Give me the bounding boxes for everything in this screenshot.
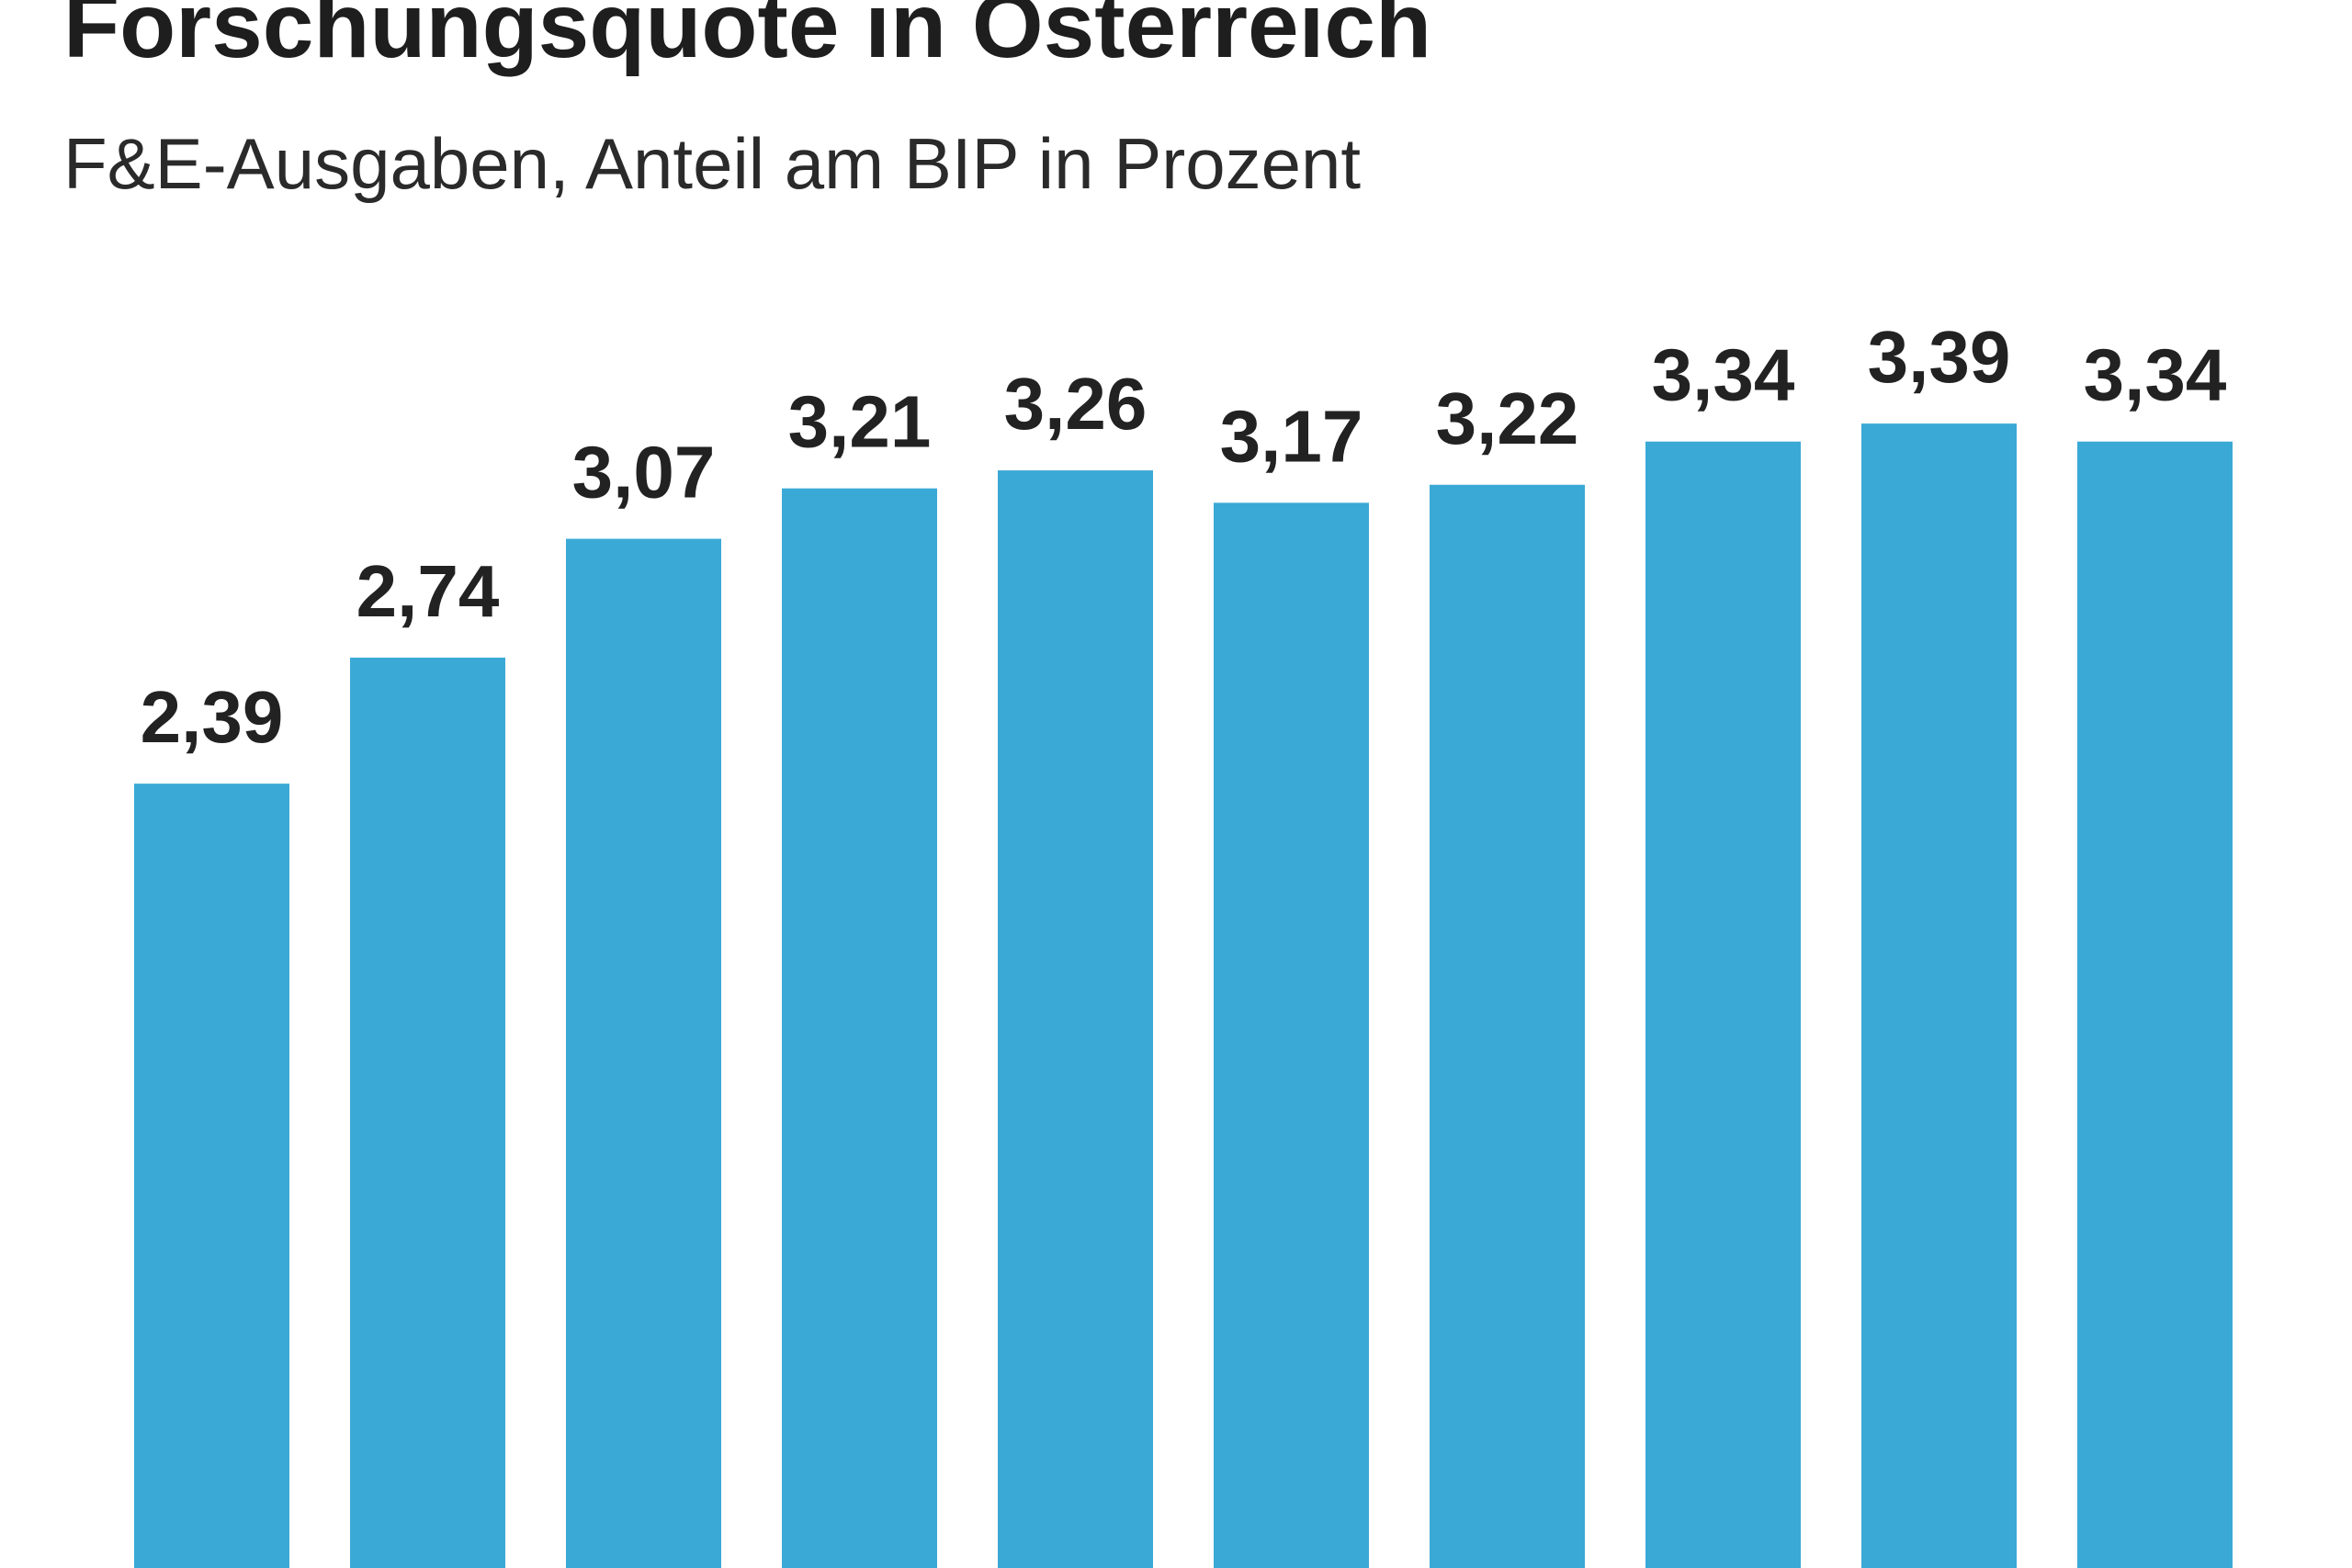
bar — [350, 657, 505, 1568]
value-label: 3,17 — [1220, 395, 1363, 477]
bar — [1214, 502, 1369, 1568]
value-label: 3,21 — [788, 381, 932, 463]
bar — [782, 488, 937, 1568]
chart-title: Forschungsquote in Österreich — [63, 0, 1431, 77]
value-label: 3,39 — [1868, 316, 2011, 398]
value-label: 3,34 — [1652, 334, 1795, 416]
value-label: 3,07 — [572, 432, 716, 513]
bar — [1430, 484, 1585, 1568]
bar — [134, 784, 289, 1568]
chart-subtitle: F&E-Ausgaben, Anteil am BIP in Prozent — [63, 123, 1361, 204]
bar — [1645, 441, 1801, 1568]
bar — [566, 538, 721, 1568]
bar — [998, 470, 1153, 1568]
value-label: 3,34 — [2084, 334, 2227, 416]
value-label: 2,74 — [356, 550, 500, 632]
bar — [2077, 441, 2233, 1568]
value-label: 3,26 — [1004, 363, 1148, 445]
bar — [1861, 423, 2017, 1568]
value-label: 3,22 — [1436, 378, 1579, 459]
value-label: 2,39 — [141, 676, 284, 758]
